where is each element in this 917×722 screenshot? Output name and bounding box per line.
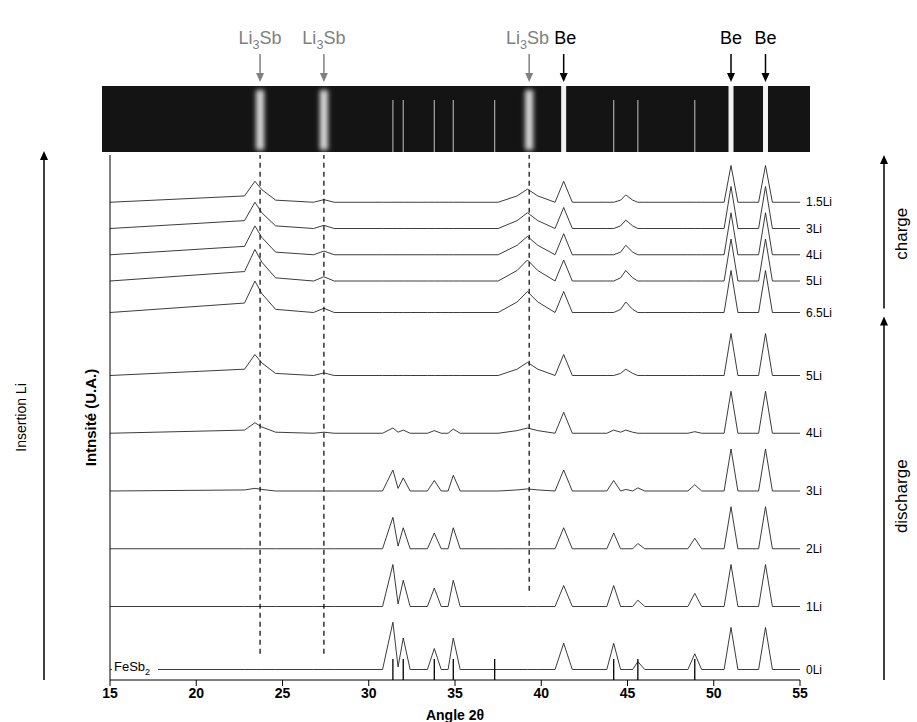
svg-text:4Li: 4Li xyxy=(806,248,822,262)
svg-text:35: 35 xyxy=(447,685,463,701)
svg-text:Insertion Li: Insertion Li xyxy=(13,383,29,451)
svg-text:3Li: 3Li xyxy=(806,484,822,498)
svg-text:55: 55 xyxy=(792,685,808,701)
svg-text:FeSb2: FeSb2 xyxy=(114,659,150,677)
svg-text:Li3Sb: Li3Sb xyxy=(239,28,282,52)
svg-text:45: 45 xyxy=(620,685,636,701)
svg-text:1Li: 1Li xyxy=(806,600,822,614)
svg-text:Angle 2θ: Angle 2θ xyxy=(426,707,484,722)
svg-text:Li3Sb: Li3Sb xyxy=(506,28,549,52)
svg-text:6.5Li: 6.5Li xyxy=(806,306,832,320)
svg-text:Be: Be xyxy=(554,28,576,48)
svg-text:3Li: 3Li xyxy=(806,222,822,236)
svg-text:1.5Li: 1.5Li xyxy=(806,195,832,209)
svg-text:15: 15 xyxy=(102,685,118,701)
svg-text:30: 30 xyxy=(361,685,377,701)
svg-text:40: 40 xyxy=(533,685,549,701)
svg-text:Intnsité (U.A.): Intnsité (U.A.) xyxy=(82,369,99,467)
svg-text:0Li: 0Li xyxy=(806,663,822,677)
svg-text:charge: charge xyxy=(892,208,911,260)
svg-text:discharge: discharge xyxy=(892,459,911,533)
svg-text:Be: Be xyxy=(754,28,776,48)
svg-text:25: 25 xyxy=(275,685,291,701)
svg-text:5Li: 5Li xyxy=(806,369,822,383)
svg-text:20: 20 xyxy=(188,685,204,701)
svg-text:2Li: 2Li xyxy=(806,542,822,556)
svg-text:Be: Be xyxy=(720,28,742,48)
svg-text:50: 50 xyxy=(706,685,722,701)
svg-text:5Li: 5Li xyxy=(806,274,822,288)
svg-text:4Li: 4Li xyxy=(806,426,822,440)
svg-text:Li3Sb: Li3Sb xyxy=(302,28,345,52)
